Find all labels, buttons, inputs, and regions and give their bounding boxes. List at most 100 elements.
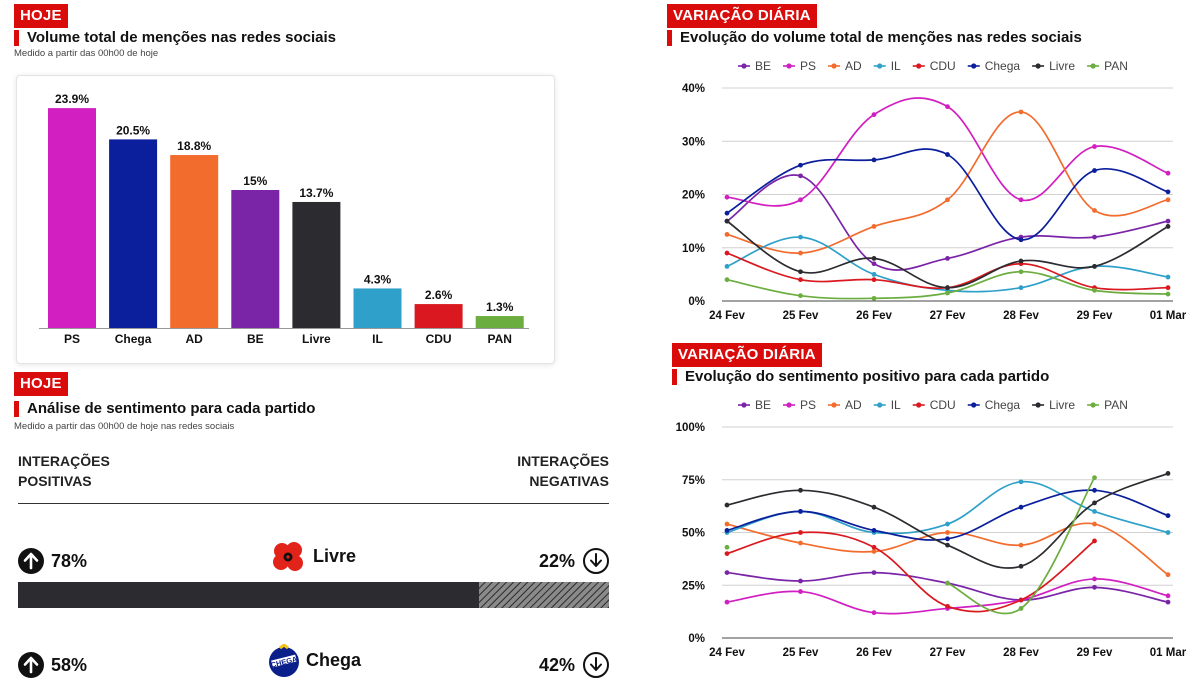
bar-category-label: AD: [186, 332, 204, 346]
series-point-PS: [798, 197, 803, 203]
bar-chart-card: 23.9% PS 20.5% Chega 18.8% AD 15% BE 13.7% Livre 4…: [16, 75, 555, 364]
series-point-PAN: [1092, 287, 1097, 293]
x-tick-label: 25 Fev: [783, 310, 819, 322]
bar-value-label: 4.3%: [364, 272, 392, 286]
legend-label-AD: AD: [845, 59, 862, 73]
series-point-AD: [798, 540, 803, 546]
bar-category-label: IL: [372, 332, 383, 346]
series-point-Chega: [871, 157, 877, 163]
series-point-Livre: [871, 504, 877, 510]
legend-label-PS: PS: [800, 398, 816, 412]
series-point-IL: [871, 271, 877, 277]
volume-line-chart: BE PS AD IL CDU Chega Livre PAN 0% 10% 20% 30% 40% 24…: [682, 59, 1187, 322]
legend-marker-Livre: [1035, 402, 1041, 408]
series-point-AD: [1165, 197, 1171, 203]
chega-logo-icon: CHEGA: [266, 643, 302, 678]
series-point-PS: [871, 610, 877, 616]
volume-note: Medido a partir das 00h00 de hoje: [14, 48, 159, 59]
x-tick-label: 27 Fev: [930, 647, 966, 659]
x-tick-label: 01 Mar: [1150, 647, 1187, 659]
series-point-BE: [798, 578, 803, 584]
series-point-Livre: [1092, 263, 1097, 269]
chega-negative-pct: 42%: [539, 655, 576, 675]
series-point-Chega: [1092, 168, 1097, 173]
series-point-Livre: [724, 218, 730, 224]
arrow-up-icon: [18, 548, 44, 574]
series-point-BE: [798, 173, 803, 179]
x-tick-label: 28 Fev: [1003, 647, 1039, 659]
y-tick-label: 75%: [682, 475, 705, 487]
legend-marker-PS: [786, 63, 792, 69]
x-tick-label: 01 Mar: [1150, 310, 1187, 322]
positive-header-line2: POSITIVAS: [18, 473, 92, 489]
series-point-AD: [724, 521, 730, 527]
legend-marker-CDU: [916, 402, 922, 408]
series-point-AD: [1165, 572, 1171, 578]
series-point-Chega: [724, 210, 730, 216]
series-point-PAN: [871, 295, 877, 301]
series-point-IL: [1165, 274, 1171, 280]
series-point-PAN: [798, 293, 803, 299]
y-tick-label: 10%: [682, 243, 705, 255]
today-tag-2: HOJE: [14, 372, 68, 396]
series-point-CDU: [1165, 285, 1171, 291]
series-point-Chega: [945, 536, 950, 542]
series-point-IL: [798, 234, 803, 240]
bar-category-label: Livre: [302, 332, 331, 346]
series-point-PS: [798, 589, 803, 594]
series-point-BE: [871, 570, 877, 575]
legend-marker-AD: [831, 63, 837, 69]
series-point-Livre: [1165, 471, 1171, 476]
series-point-PS: [1092, 576, 1097, 582]
series-point-AD: [798, 250, 803, 256]
bar-category-label: Chega: [115, 332, 152, 346]
chega-party-name: Chega: [306, 650, 362, 670]
bar-category-label: PAN: [487, 332, 511, 346]
daily-variation-tag-2: VARIAÇÃO DIÁRIA: [672, 343, 822, 367]
sentiment-note: Medido a partir das 00h00 de hoje nas re…: [14, 421, 235, 432]
legend-label-PAN: PAN: [1104, 398, 1128, 412]
bar-value-label: 18.8%: [177, 139, 211, 153]
x-tick-label: 27 Fev: [930, 310, 966, 322]
negative-header-line2: NEGATIVAS: [529, 473, 609, 489]
series-point-BE: [724, 570, 730, 575]
series-point-Chega: [871, 527, 877, 533]
legend-marker-Chega: [971, 63, 977, 69]
series-point-Livre: [724, 502, 730, 508]
series-point-Chega: [1165, 513, 1171, 519]
arrow-down-icon-2: [583, 652, 609, 678]
series-point-Livre: [1092, 500, 1097, 506]
series-point-IL: [724, 263, 730, 269]
series-line-PS: [726, 97, 1169, 207]
negative-header: INTERAÇÕES NEGATIVAS: [517, 451, 609, 491]
series-point-Livre: [945, 542, 950, 548]
bar-value-label: 23.9%: [55, 92, 89, 106]
series-point-IL: [1092, 509, 1097, 514]
series-point-PS: [1165, 593, 1171, 599]
series-point-IL: [945, 521, 950, 527]
livre-negative-pct: 22%: [539, 551, 576, 571]
positive-header: INTERAÇÕES POSITIVAS: [18, 451, 110, 491]
series-point-CDU: [724, 250, 730, 256]
series-point-CDU: [871, 277, 877, 283]
volume-title: Volume total de menções nas redes sociai…: [14, 30, 336, 46]
series-point-CDU: [724, 551, 730, 556]
series-point-PAN: [945, 580, 950, 586]
series-point-BE: [1165, 218, 1171, 224]
legend-label-IL: IL: [891, 59, 901, 73]
series-line-BE: [726, 571, 1169, 603]
legend-marker-IL: [877, 402, 883, 408]
series-point-BE: [1092, 234, 1097, 240]
legend-label-IL: IL: [891, 398, 901, 412]
series-line-CDU: [726, 531, 1096, 613]
x-tick-label: 24 Fev: [709, 647, 745, 659]
series-point-PAN: [1165, 291, 1171, 297]
y-tick-label: 50%: [682, 528, 705, 540]
chega-positive-pct: 58%: [51, 655, 88, 675]
series-point-PAN: [724, 277, 730, 283]
legend-label-Chega: Chega: [985, 59, 1021, 73]
legend-label-Livre: Livre: [1049, 59, 1075, 73]
series-point-PS: [1018, 197, 1024, 203]
series-point-IL: [1018, 479, 1024, 485]
legend-marker-BE: [741, 402, 747, 408]
